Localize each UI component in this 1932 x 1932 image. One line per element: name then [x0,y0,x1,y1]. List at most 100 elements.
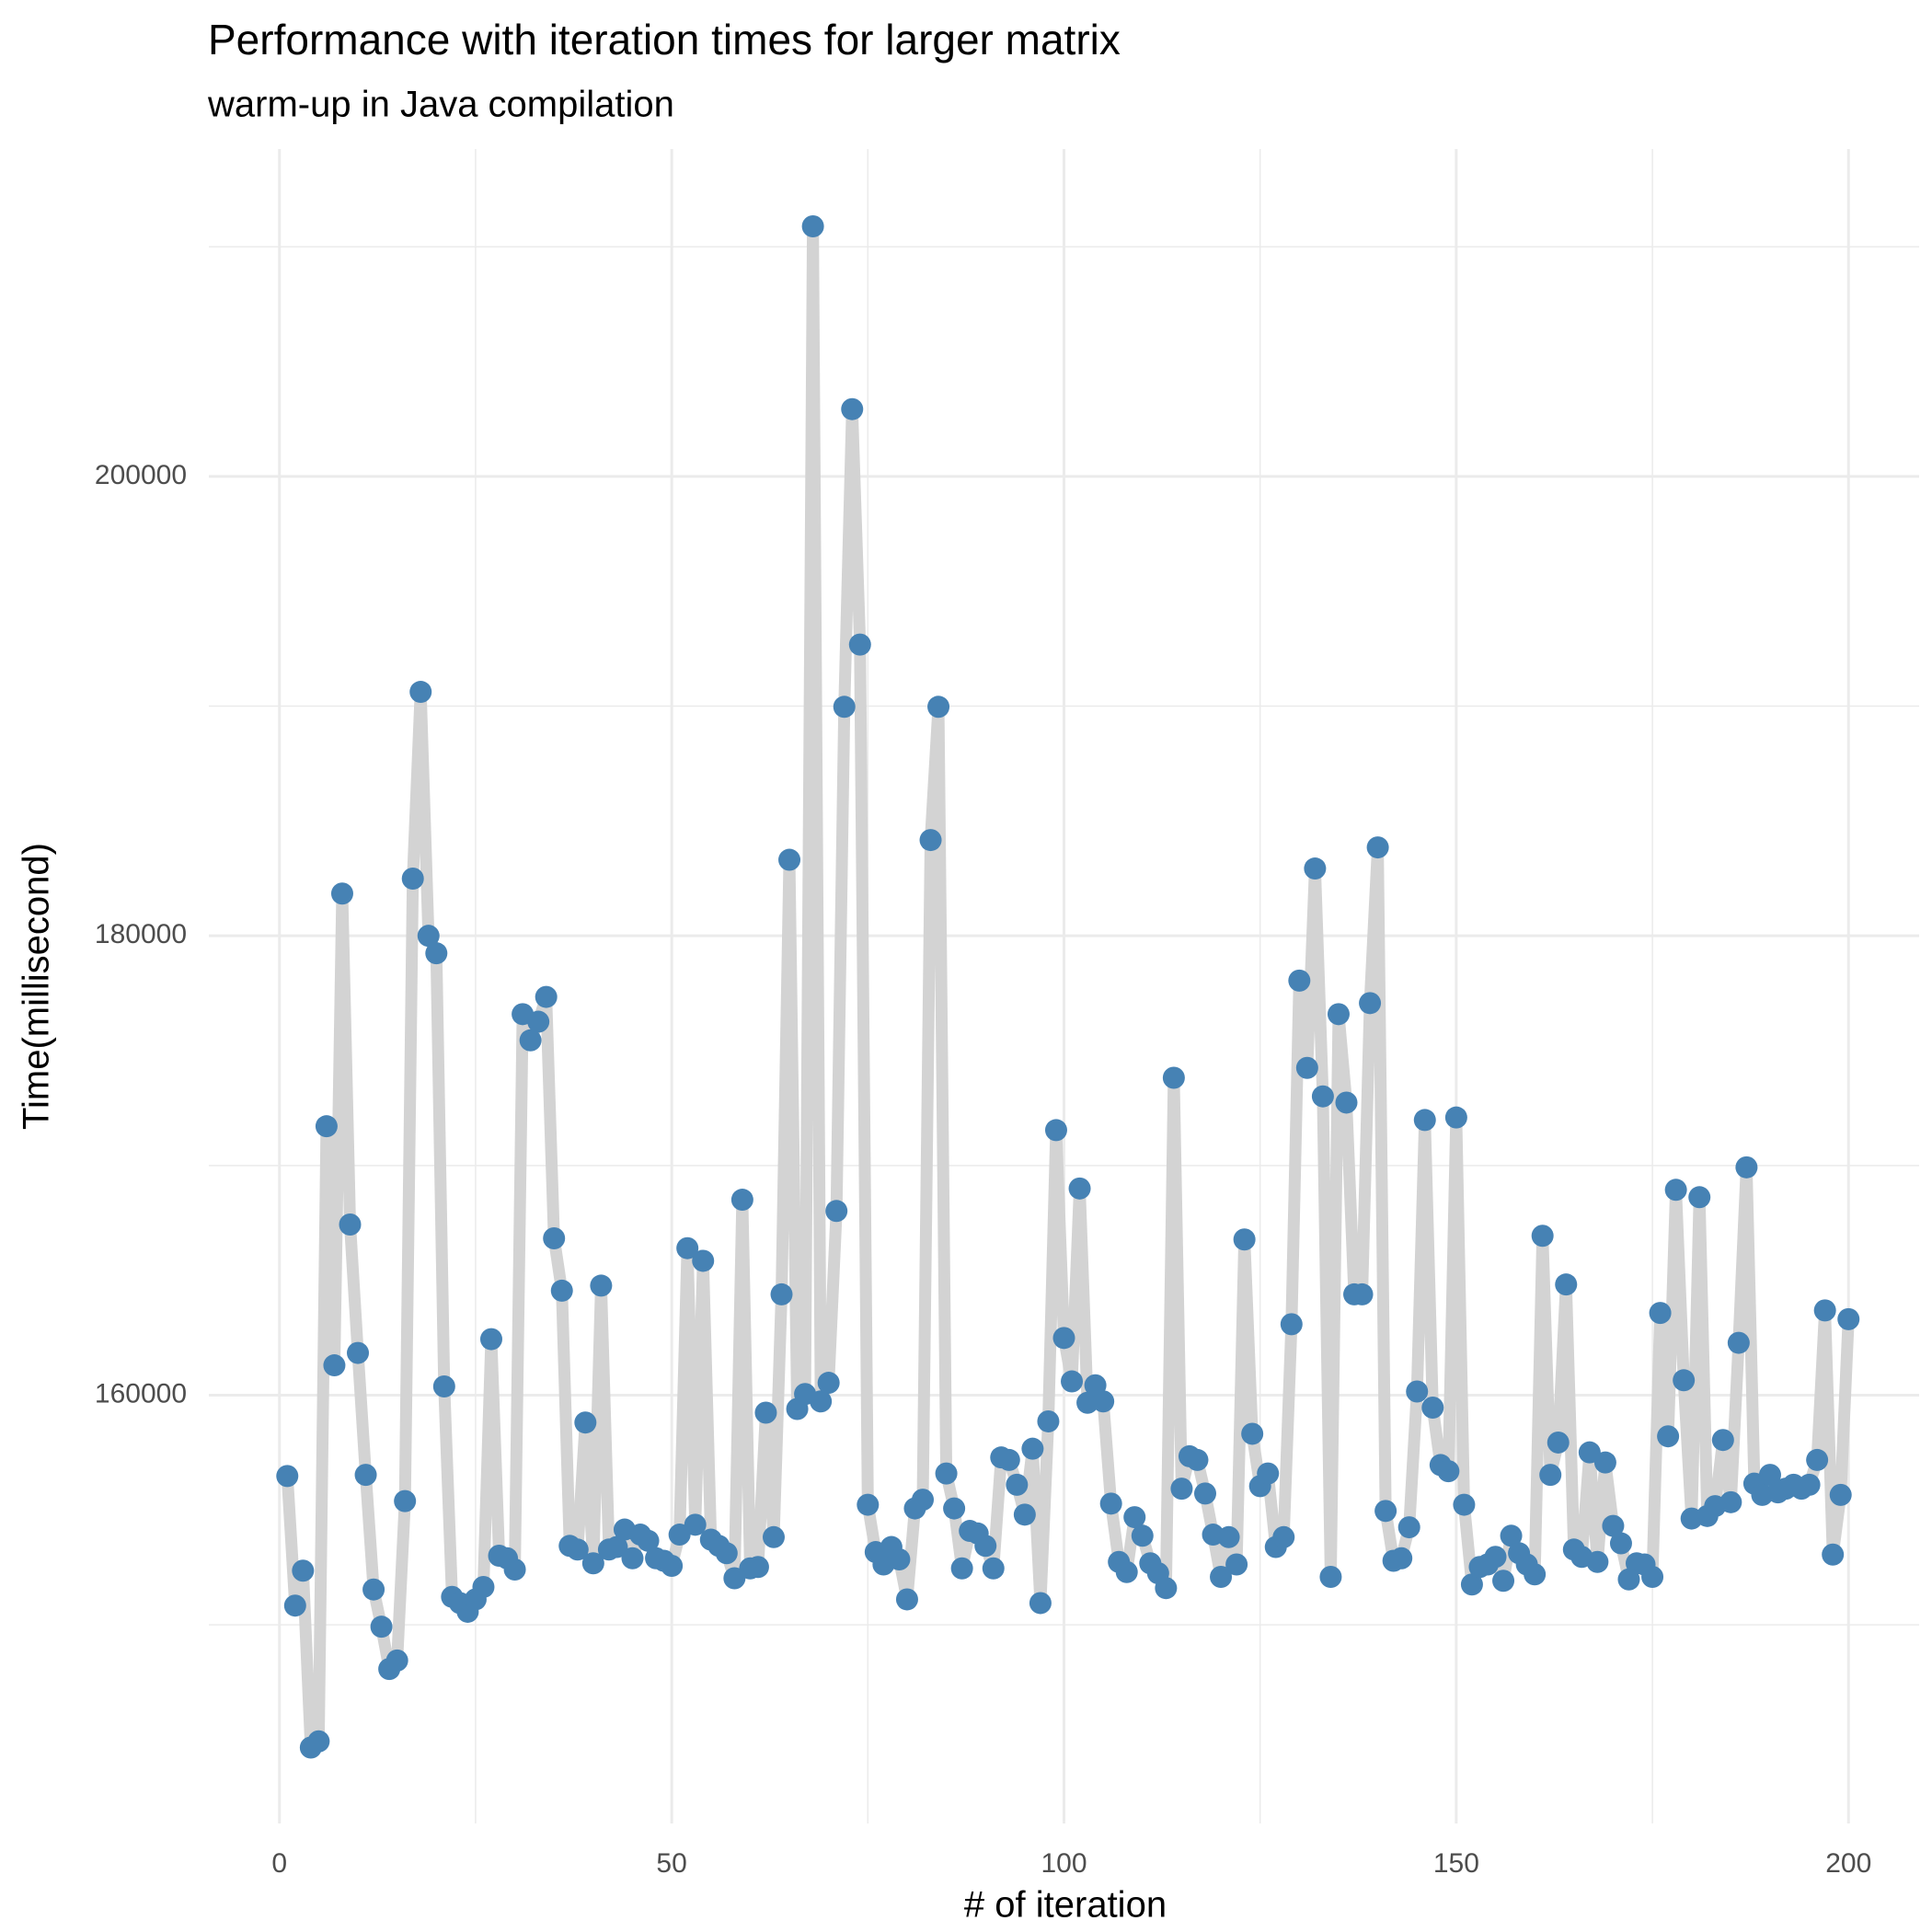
data-point [841,397,864,420]
data-point [1319,1565,1342,1588]
data-point [888,1548,911,1571]
data-point [1123,1506,1146,1529]
data-point [762,1525,785,1548]
data-point [1335,1091,1358,1114]
data-point [1735,1156,1758,1179]
data-point [621,1547,644,1570]
data-point [1673,1369,1696,1392]
data-point [661,1555,684,1578]
data-point [1366,836,1389,859]
data-point [1822,1543,1845,1566]
data-point [833,696,856,719]
data-point [1453,1493,1476,1516]
data-point [417,925,440,948]
data-point [590,1274,613,1297]
data-point [912,1489,935,1512]
data-point [1068,1177,1091,1200]
data-point [1719,1490,1742,1513]
data-point [857,1493,880,1516]
data-point [1711,1429,1734,1452]
data-point [1186,1448,1209,1471]
data-point [370,1616,393,1639]
data-point [1272,1525,1295,1548]
data-point [1609,1532,1632,1555]
data-point [1641,1565,1664,1588]
data-point [927,696,950,719]
data-point [1115,1560,1138,1583]
data-point [276,1465,299,1488]
data-point [1421,1396,1444,1419]
data-point [425,942,448,965]
data-point [848,633,871,656]
data-point [1539,1464,1562,1487]
data-point [1437,1460,1460,1483]
data-point [535,985,558,1008]
data-point [817,1372,840,1395]
data-point [1758,1464,1781,1487]
data-point [323,1354,346,1377]
data-point [385,1649,408,1672]
data-point [1500,1524,1523,1547]
y-tick-label: 160000 [95,1378,187,1409]
data-point [339,1213,362,1236]
x-axis-title: # of iteration [964,1885,1167,1926]
data-point [997,1448,1020,1471]
data-point [1280,1313,1303,1336]
data-point [1037,1409,1060,1432]
data-point [1044,1119,1067,1142]
data-line [281,220,1855,1754]
data-point [1013,1503,1036,1526]
chart-title: Performance with iteration times for lar… [208,16,1121,63]
data-point [1602,1514,1625,1537]
data-point [754,1401,777,1424]
data-point [1657,1425,1680,1448]
data-point [668,1524,691,1547]
data-point [519,1029,542,1052]
data-point [401,868,424,891]
data-point [801,214,824,237]
data-point [1555,1273,1578,1296]
data-point [810,1390,833,1413]
data-point [1390,1547,1413,1570]
data-point [1727,1331,1750,1354]
data-point [1210,1565,1233,1588]
data-point [503,1558,526,1581]
x-tick-label: 100 [1041,1848,1087,1879]
data-point [746,1556,769,1579]
data-point [1413,1109,1436,1132]
data-point [1193,1482,1216,1505]
data-point [1688,1186,1711,1209]
data-point [1131,1524,1154,1547]
data-point [1225,1553,1248,1576]
data-point [1311,1085,1334,1108]
data-point [1241,1422,1264,1445]
data-point [684,1513,707,1536]
data-point [1029,1592,1052,1615]
data-point [574,1411,597,1434]
data-point [1547,1431,1570,1454]
y-tick-label: 200000 [95,460,187,490]
data-point [543,1226,566,1249]
data-point [974,1535,997,1558]
data-point [330,882,353,905]
data-point [1288,969,1311,992]
data-point [723,1567,746,1590]
data-point [362,1578,385,1601]
data-point [527,1010,550,1033]
data-point [605,1535,628,1558]
data-point [1006,1473,1029,1496]
data-point [1233,1228,1256,1251]
data-point [347,1341,370,1364]
data-point [895,1588,918,1611]
data-point [283,1594,306,1617]
data-point [676,1236,699,1259]
data-point [315,1115,338,1138]
data-point [1829,1483,1852,1506]
data-point [1061,1370,1084,1393]
x-tick-label: 150 [1433,1848,1479,1879]
data-point [778,848,801,871]
plot-area [276,214,1860,1759]
data-point [950,1557,973,1580]
data-point [825,1200,848,1223]
